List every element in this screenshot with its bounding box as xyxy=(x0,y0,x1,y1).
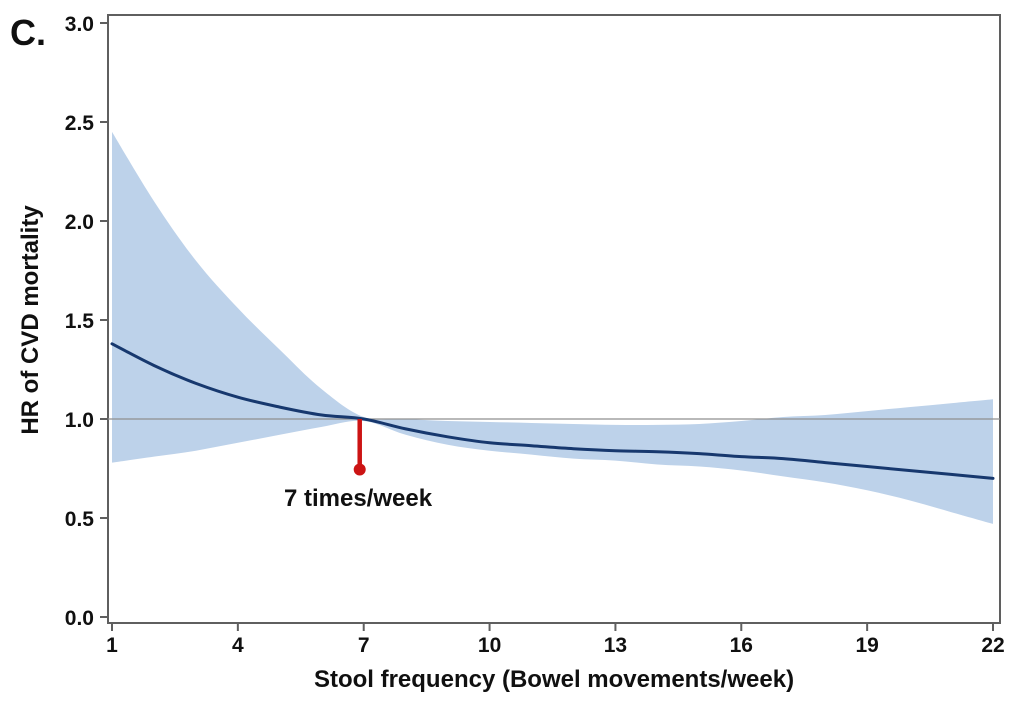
y-tick-label: 0.0 xyxy=(65,607,94,630)
y-tick-label: 2.5 xyxy=(65,112,95,135)
annotation-label: 7 times/week xyxy=(284,485,433,512)
annotation-marker-layer xyxy=(353,419,366,476)
x-tick-label: 22 xyxy=(981,634,1004,657)
y-axis-title: HR of CVD mortality xyxy=(17,205,44,435)
x-tick-label: 7 xyxy=(358,634,370,657)
annotation-dot xyxy=(353,463,366,476)
axis-ticks-layer: 1 4 7 10 13 16 19 22 0.0 0.5 1.0 1.5 2.0 2.5 3.0 xyxy=(65,13,1005,657)
confidence-band xyxy=(112,131,993,524)
y-tick-label: 3.0 xyxy=(65,13,94,36)
x-tick-label: 16 xyxy=(730,634,753,657)
x-tick-label: 4 xyxy=(232,634,244,657)
x-tick-label: 19 xyxy=(855,634,878,657)
x-axis-title: Stool frequency (Bowel movements/week) xyxy=(314,666,794,693)
spline-estimate-line xyxy=(110,342,995,480)
y-tick-label: 1.0 xyxy=(65,409,94,432)
y-tick-label: 1.5 xyxy=(65,310,95,333)
x-tick-label: 1 xyxy=(106,634,118,657)
confidence-band-layer xyxy=(112,131,993,524)
x-tick-label: 10 xyxy=(478,634,501,657)
x-tick-label: 13 xyxy=(604,634,627,657)
spline-line-layer xyxy=(110,342,995,480)
panel-label: C. xyxy=(10,12,46,53)
y-tick-label: 0.5 xyxy=(65,508,95,531)
y-tick-label: 2.0 xyxy=(65,211,94,234)
